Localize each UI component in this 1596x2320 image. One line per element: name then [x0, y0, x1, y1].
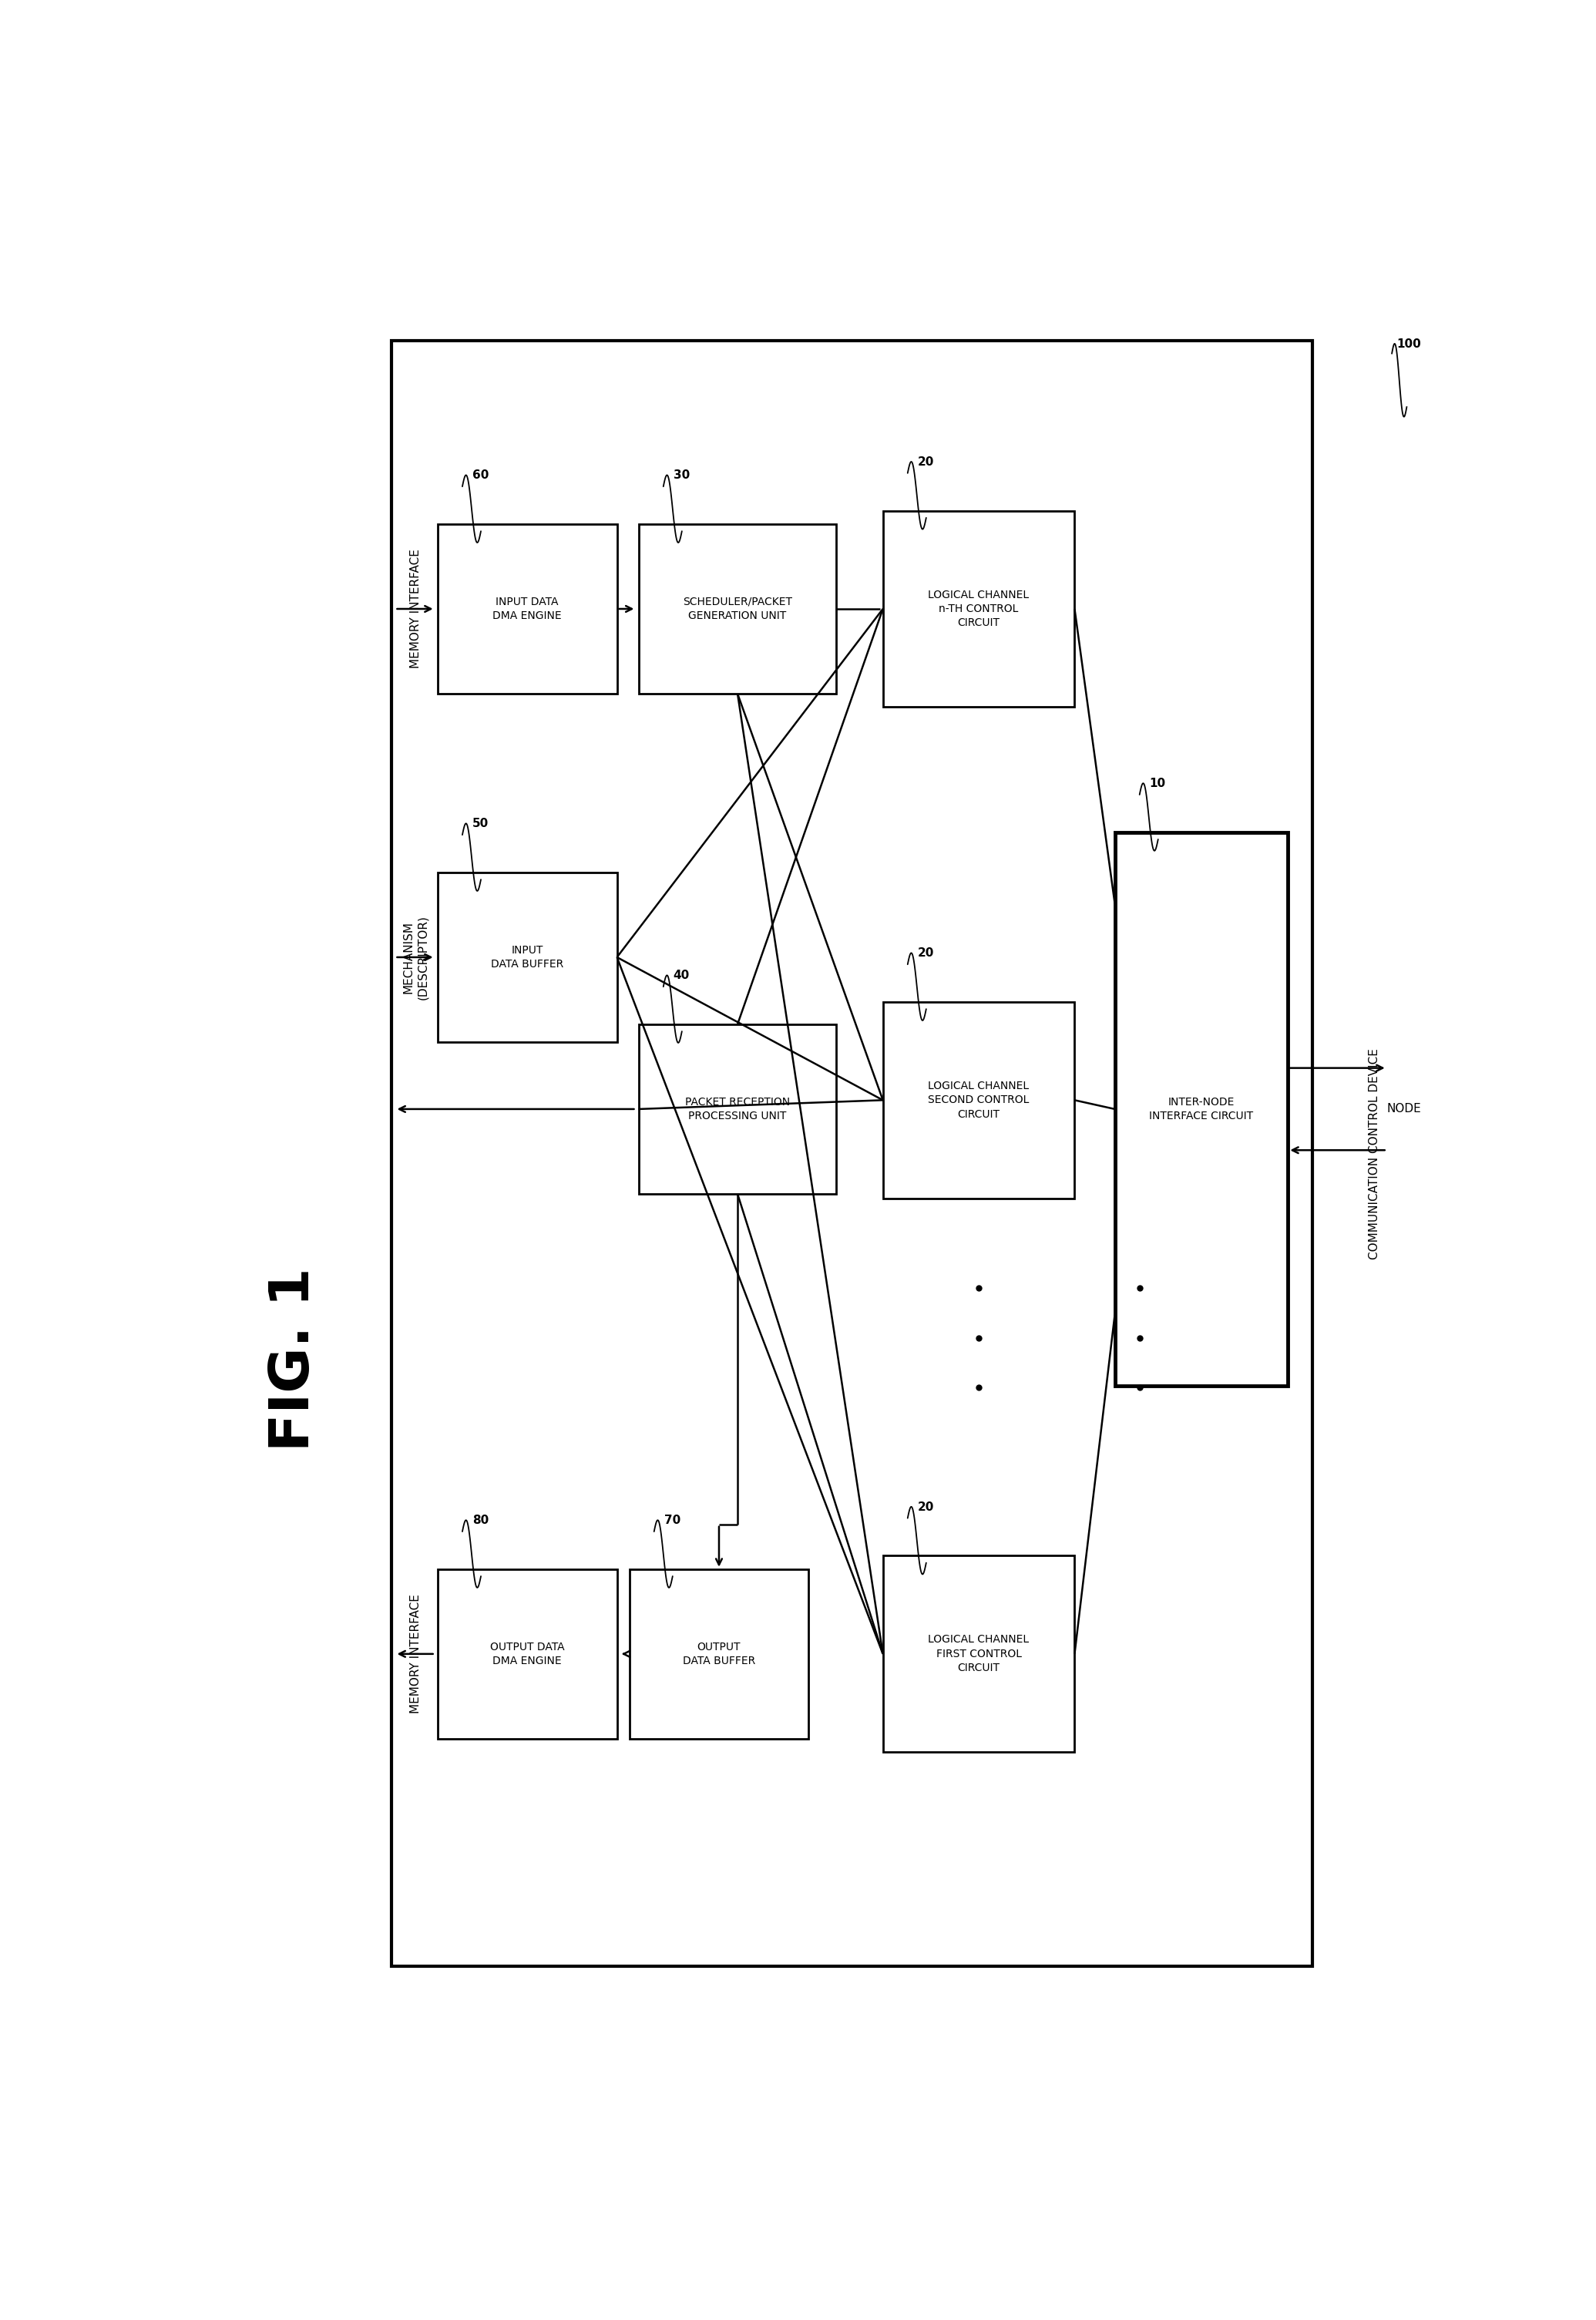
Bar	[883, 1557, 1074, 1752]
Bar	[391, 341, 1312, 1967]
Text: LOGICAL CHANNEL
SECOND CONTROL
CIRCUIT: LOGICAL CHANNEL SECOND CONTROL CIRCUIT	[929, 1081, 1029, 1121]
Text: MECHANISM
(DESCRIPTOR): MECHANISM (DESCRIPTOR)	[404, 914, 429, 1000]
Text: INPUT DATA
DMA ENGINE: INPUT DATA DMA ENGINE	[493, 596, 562, 622]
Text: 20: 20	[918, 947, 934, 958]
Text: INTER-NODE
INTERFACE CIRCUIT: INTER-NODE INTERFACE CIRCUIT	[1149, 1097, 1253, 1121]
Text: OUTPUT DATA
DMA ENGINE: OUTPUT DATA DMA ENGINE	[490, 1643, 565, 1666]
Text: LOGICAL CHANNEL
n-TH CONTROL
CIRCUIT: LOGICAL CHANNEL n-TH CONTROL CIRCUIT	[929, 589, 1029, 629]
Text: 50: 50	[472, 819, 488, 831]
Text: 30: 30	[674, 469, 689, 480]
Bar	[437, 524, 618, 694]
Text: 20: 20	[918, 1501, 934, 1513]
Text: 100: 100	[1396, 339, 1422, 350]
Text: COMMUNICATION CONTROL DEVICE: COMMUNICATION CONTROL DEVICE	[1369, 1049, 1381, 1260]
Text: 70: 70	[664, 1515, 680, 1527]
Text: 40: 40	[674, 970, 689, 981]
Text: NODE: NODE	[1387, 1104, 1422, 1116]
Bar	[638, 1023, 836, 1195]
Bar	[883, 510, 1074, 708]
Bar	[1114, 833, 1288, 1385]
Text: 10: 10	[1149, 777, 1165, 789]
Text: FIG. 1: FIG. 1	[268, 1267, 321, 1450]
Bar	[883, 1002, 1074, 1199]
Text: 20: 20	[918, 457, 934, 469]
Text: PACKET RECEPTION
PROCESSING UNIT: PACKET RECEPTION PROCESSING UNIT	[685, 1097, 790, 1121]
Bar	[629, 1568, 809, 1738]
Text: OUTPUT
DATA BUFFER: OUTPUT DATA BUFFER	[683, 1643, 755, 1666]
Bar	[638, 524, 836, 694]
Text: 80: 80	[472, 1515, 488, 1527]
Text: INPUT
DATA BUFFER: INPUT DATA BUFFER	[492, 944, 563, 970]
Bar	[437, 1568, 618, 1738]
Text: LOGICAL CHANNEL
FIRST CONTROL
CIRCUIT: LOGICAL CHANNEL FIRST CONTROL CIRCUIT	[929, 1633, 1029, 1673]
Text: MEMORY INTERFACE: MEMORY INTERFACE	[410, 550, 421, 668]
Text: MEMORY INTERFACE: MEMORY INTERFACE	[410, 1594, 421, 1714]
Text: SCHEDULER/PACKET
GENERATION UNIT: SCHEDULER/PACKET GENERATION UNIT	[683, 596, 792, 622]
Text: 60: 60	[472, 469, 488, 480]
Bar	[437, 872, 618, 1042]
